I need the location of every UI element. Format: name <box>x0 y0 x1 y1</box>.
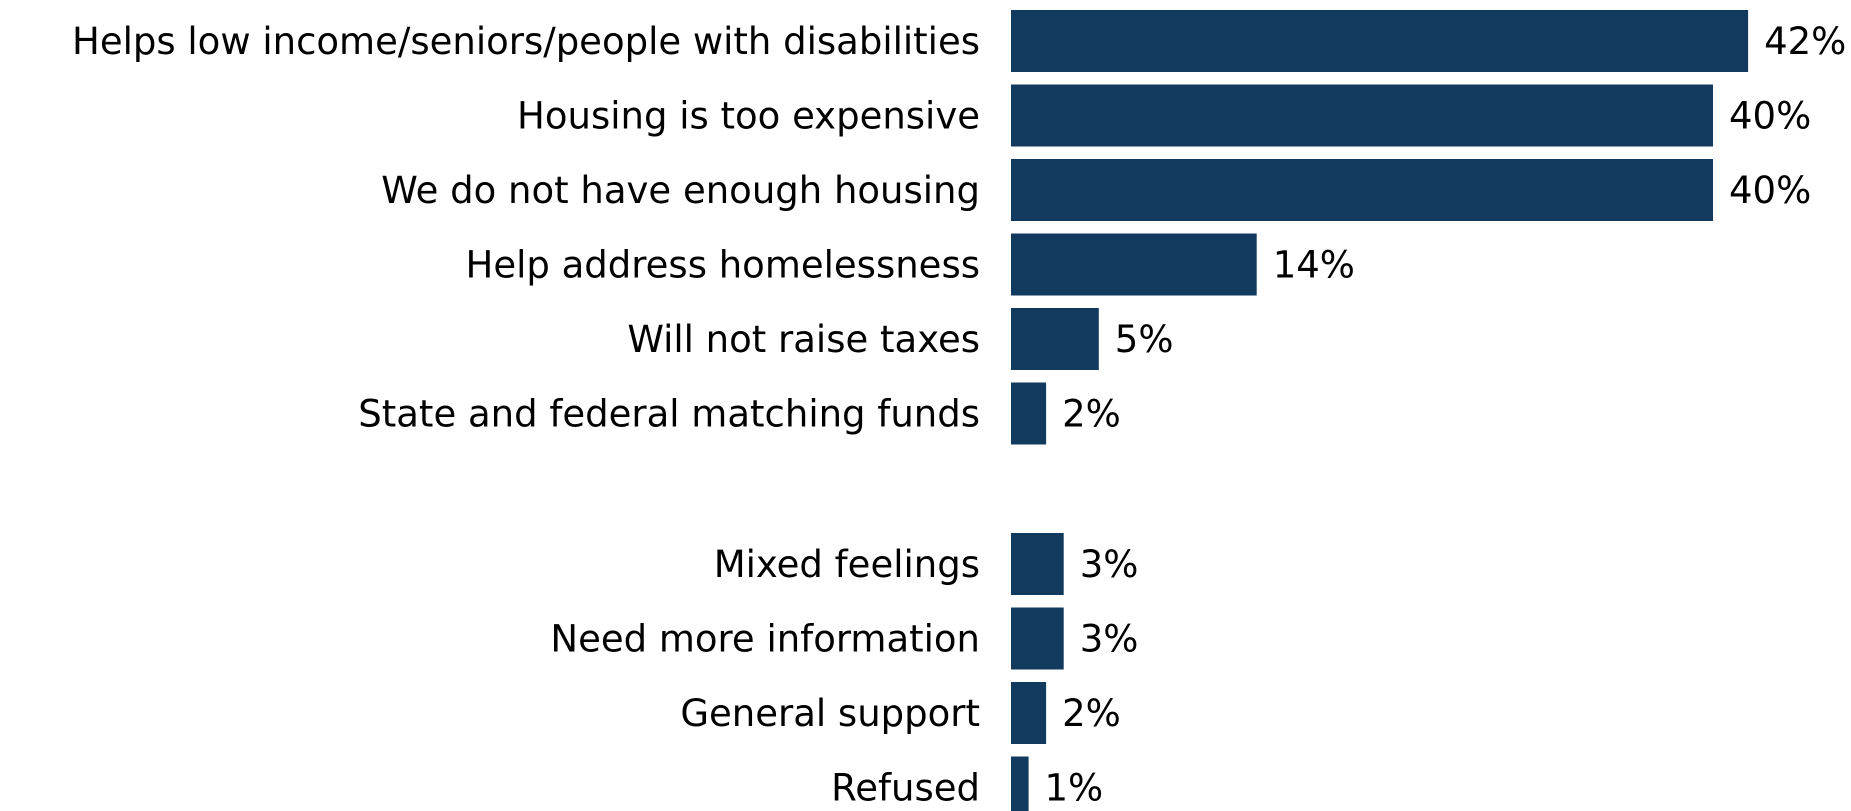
bar <box>1011 382 1047 445</box>
value-label: 2% <box>1062 692 1121 735</box>
category-label: State and federal matching funds <box>358 393 980 436</box>
category-label: We do not have enough housing <box>381 169 980 212</box>
bar <box>1011 682 1047 744</box>
bar <box>1011 159 1713 221</box>
value-label: 42% <box>1764 20 1846 63</box>
bar <box>1011 756 1029 811</box>
category-label: Housing is too expensive <box>517 95 980 138</box>
category-label: General support <box>680 692 980 735</box>
bar <box>1011 10 1749 72</box>
value-label: 40% <box>1729 95 1811 138</box>
bar <box>1011 607 1064 670</box>
bar <box>1011 84 1713 147</box>
value-label: 1% <box>1045 767 1104 810</box>
value-label: 5% <box>1115 318 1174 361</box>
value-label: 3% <box>1080 618 1139 661</box>
bar <box>1011 533 1064 595</box>
category-label: Refused <box>831 767 980 810</box>
bar <box>1011 308 1099 370</box>
value-label: 3% <box>1080 543 1139 586</box>
category-label: Mixed feelings <box>714 543 980 586</box>
category-labels-group: Helps low income/seniors/people with dis… <box>72 20 980 810</box>
value-label: 2% <box>1062 393 1121 436</box>
value-label: 14% <box>1273 244 1355 287</box>
category-label: Need more information <box>550 618 980 661</box>
category-label: Helps low income/seniors/people with dis… <box>72 20 980 63</box>
value-labels-group: 42% 40% 40% 14% 5% 2% 3% 3% 2% 1% <box>1045 20 1847 810</box>
bar <box>1011 233 1257 296</box>
value-label: 40% <box>1729 169 1811 212</box>
bars-group <box>1011 10 1749 811</box>
category-label: Help address homelessness <box>466 244 981 287</box>
category-label: Will not raise taxes <box>627 318 980 361</box>
